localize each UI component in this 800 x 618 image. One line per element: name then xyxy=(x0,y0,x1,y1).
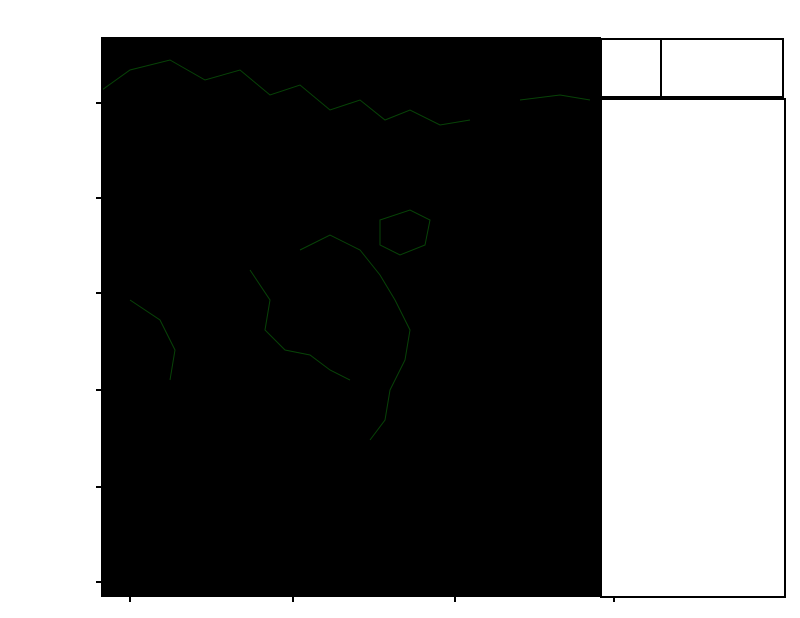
date-box-divider xyxy=(660,40,662,98)
colorbar-axis-label-box xyxy=(600,100,622,596)
wind-speed-shading-teal xyxy=(462,144,568,196)
y-axis-ticks xyxy=(96,102,102,583)
x-axis-ticks xyxy=(129,596,615,602)
date-time-box xyxy=(600,38,784,98)
coastline-outline xyxy=(102,59,591,441)
colorbar-panel xyxy=(600,98,786,598)
